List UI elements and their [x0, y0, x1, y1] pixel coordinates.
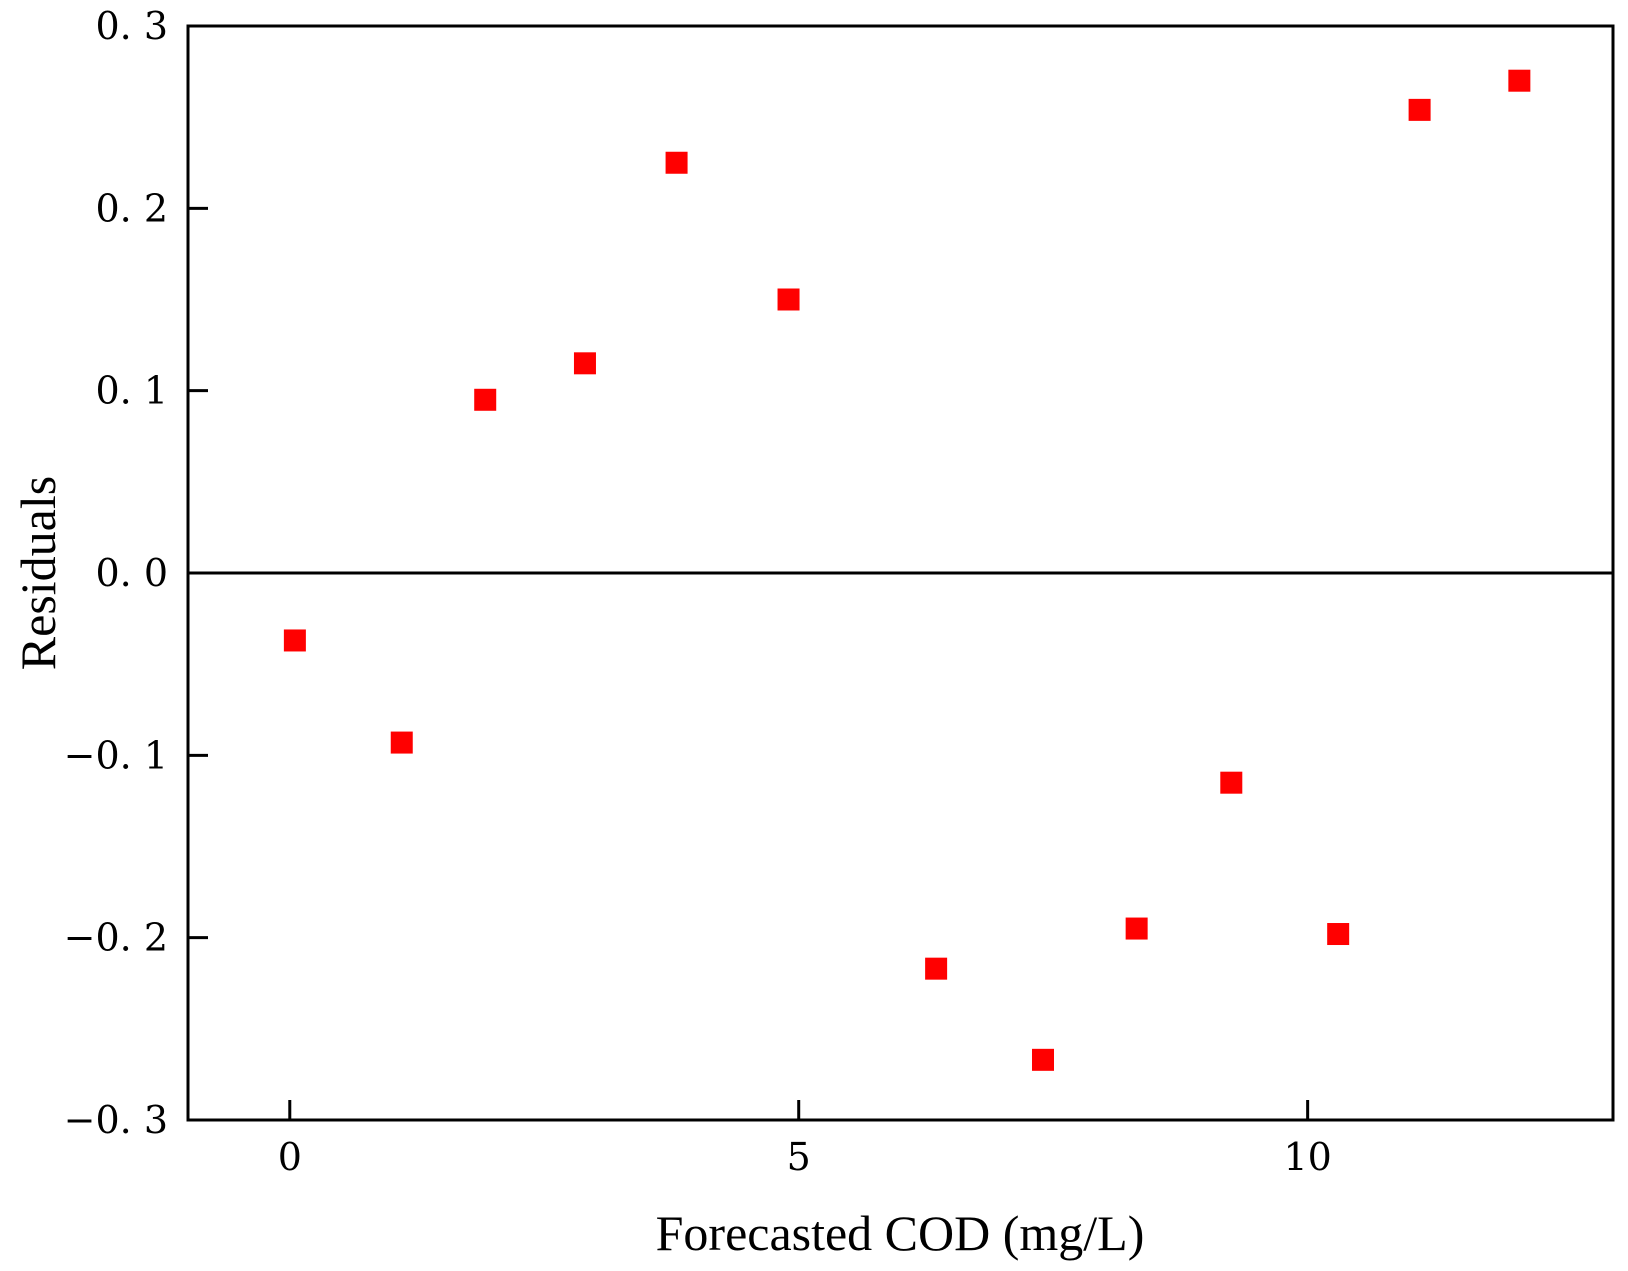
x-axis-title: Forecasted COD (mg/L) — [656, 1205, 1145, 1261]
data-point — [1220, 771, 1243, 794]
data-point — [925, 957, 948, 980]
x-axis-ticks: 0 5 10 — [278, 1100, 1332, 1179]
y-axis-ticks: 0. 3 0. 2 0. 1 0. 0 −0. 1 −0. 2 −0. 3 — [64, 4, 208, 1142]
y-tick-label: 0. 0 — [95, 551, 168, 595]
data-point — [1327, 923, 1350, 946]
data-point — [283, 629, 306, 652]
y-axis-title: Residuals — [10, 476, 66, 670]
data-point — [665, 151, 688, 174]
y-tick-label: 0. 3 — [95, 4, 168, 48]
y-tick-label: −0. 1 — [64, 733, 168, 777]
x-tick-label: 5 — [787, 1135, 811, 1179]
data-points — [283, 69, 1531, 1071]
data-point — [573, 352, 596, 375]
data-point — [777, 288, 800, 311]
y-tick-label: −0. 2 — [64, 916, 168, 960]
x-tick-label: 0 — [278, 1135, 302, 1179]
y-tick-label: 0. 1 — [95, 369, 168, 413]
data-point — [390, 731, 413, 754]
data-point — [1032, 1048, 1054, 1071]
data-point — [1408, 98, 1431, 121]
y-tick-label: −0. 3 — [64, 1098, 168, 1142]
data-point — [474, 388, 497, 411]
y-tick-label: 0. 2 — [95, 186, 168, 230]
data-point — [1508, 69, 1531, 92]
x-tick-label: 10 — [1283, 1135, 1331, 1179]
data-point — [1125, 917, 1148, 940]
